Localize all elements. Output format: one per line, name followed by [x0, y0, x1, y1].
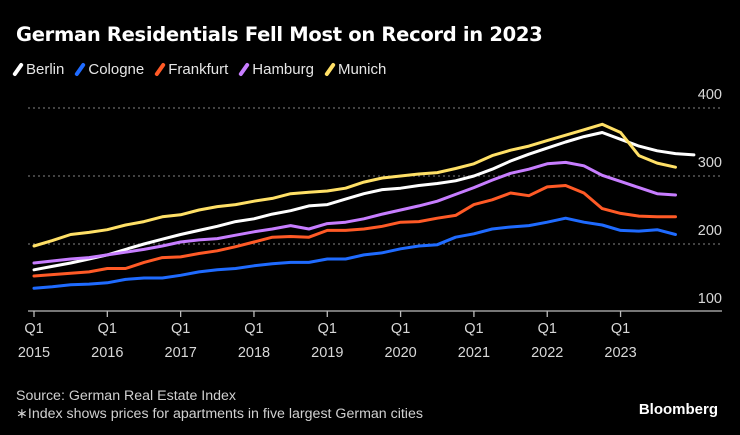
x-tick-label-year: 2021	[458, 345, 490, 361]
legend-item-cologne: Cologne	[74, 61, 145, 78]
legend-label-frankfurt: Frankfurt	[168, 61, 229, 78]
series-line-frankfurt	[32, 184, 677, 278]
source-note: Source: German Real Estate Index	[16, 388, 237, 404]
x-tick-label-quarter: Q1	[538, 321, 557, 337]
legend-item-hamburg: Hamburg	[238, 61, 314, 78]
y-tick-label: 300	[698, 155, 722, 171]
x-tick-label-year: 2019	[311, 345, 343, 361]
x-tick-label-quarter: Q1	[464, 321, 483, 337]
x-tick-label-quarter: Q1	[611, 321, 630, 337]
legend-item-berlin: Berlin	[12, 61, 65, 78]
x-tick-label-quarter: Q1	[318, 321, 337, 337]
y-tick-label: 200	[698, 223, 722, 239]
legend-label-cologne: Cologne	[88, 61, 145, 78]
series-line-hamburg	[32, 160, 677, 265]
legend-label-berlin: Berlin	[26, 61, 65, 78]
bloomberg-logo: Bloomberg	[638, 401, 718, 418]
x-tick-label-quarter: Q1	[171, 321, 190, 337]
legend-label-munich: Munich	[337, 61, 387, 78]
legend-item-frankfurt: Frankfurt	[154, 61, 229, 78]
legend-item-munich: Munich	[324, 61, 387, 78]
legend-label-hamburg: Hamburg	[252, 61, 314, 78]
series-line-munich	[32, 122, 677, 248]
y-tick-label: 400	[698, 87, 722, 103]
x-tick-label-quarter: Q1	[244, 321, 263, 337]
x-tick-label-year: 2015	[18, 345, 50, 361]
x-tick-label-year: 2023	[604, 345, 636, 361]
x-tick-label-quarter: Q1	[98, 321, 117, 337]
x-tick-label-year: 2020	[384, 345, 416, 361]
x-tick-label-year: 2018	[238, 345, 270, 361]
y-tick-label: 100	[698, 291, 722, 307]
legend: Berlin Cologne Frankfurt Hamburg Munich	[12, 61, 387, 78]
x-tick-label-quarter: Q1	[24, 321, 43, 337]
chart-title: German Residentials Fell Most on Record …	[16, 23, 543, 46]
x-tick-label-year: 2017	[165, 345, 197, 361]
index-note: ∗Index shows prices for apartments in fi…	[16, 406, 423, 422]
footer: Source: German Real Estate Index ∗Index …	[16, 387, 423, 423]
series-line-berlin	[32, 131, 696, 272]
series-line-cologne	[32, 216, 677, 290]
x-tick-label-year: 2022	[531, 345, 563, 361]
x-tick-label-quarter: Q1	[391, 321, 410, 337]
x-tick-label-year: 2016	[91, 345, 123, 361]
